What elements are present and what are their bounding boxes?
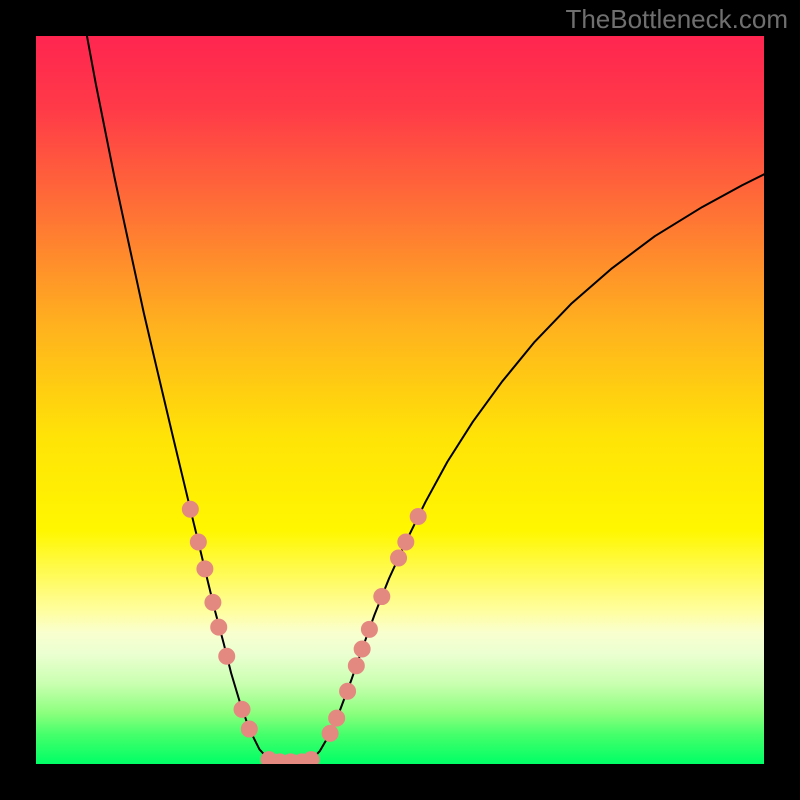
watermark-text: TheBottleneck.com xyxy=(565,4,788,35)
marker-dot xyxy=(219,648,235,664)
marker-dot xyxy=(410,508,426,524)
marker-dot xyxy=(190,534,206,550)
marker-dot xyxy=(340,683,356,699)
marker-dot xyxy=(361,621,377,637)
marker-dot xyxy=(374,589,390,605)
plot-area xyxy=(36,36,764,764)
marker-dot xyxy=(348,658,364,674)
chart-container: TheBottleneck.com xyxy=(0,0,800,800)
marker-dot xyxy=(391,550,407,566)
marker-dot xyxy=(205,594,221,610)
marker-dot xyxy=(182,501,198,517)
marker-dot xyxy=(354,641,370,657)
chart-svg xyxy=(36,36,764,764)
marker-dot xyxy=(398,534,414,550)
marker-dot xyxy=(234,701,250,717)
markers-group xyxy=(182,501,426,764)
marker-dot xyxy=(241,721,257,737)
marker-dot xyxy=(329,710,345,726)
marker-dot xyxy=(197,561,213,577)
marker-dot xyxy=(303,752,319,764)
curve-line xyxy=(87,36,764,764)
marker-dot xyxy=(211,619,227,635)
marker-dot xyxy=(322,725,338,741)
